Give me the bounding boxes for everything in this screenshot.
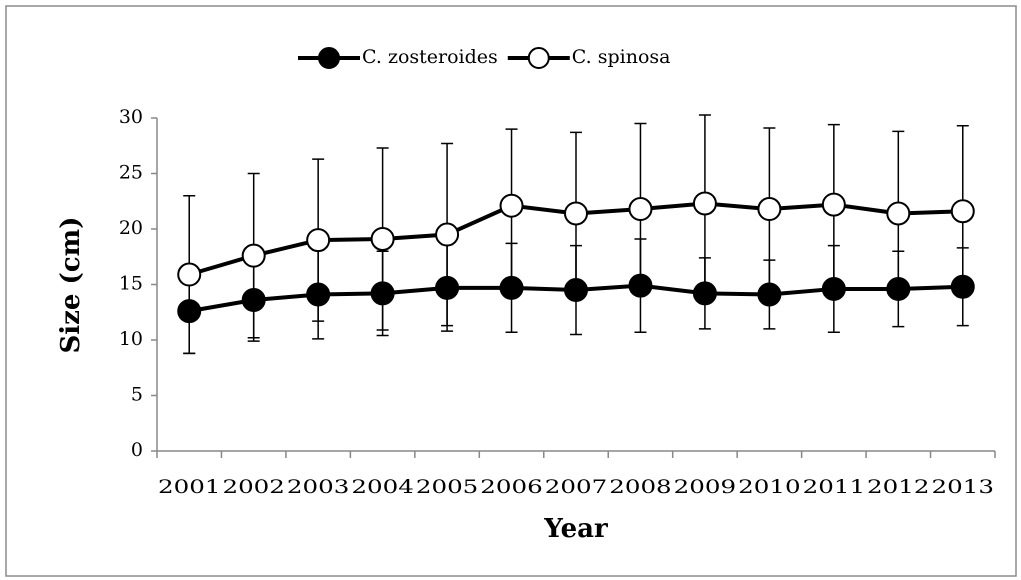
marker bbox=[306, 282, 331, 307]
x-tick-label: 2011 bbox=[803, 476, 865, 498]
x-tick-label: 2003 bbox=[287, 476, 349, 498]
x-tick-label: 2001 bbox=[158, 476, 220, 498]
x-tick-label: 2002 bbox=[222, 476, 284, 498]
x-tick-label: 2005 bbox=[416, 476, 478, 498]
x-tick-label: 2013 bbox=[932, 476, 994, 498]
x-tick-label: 2007 bbox=[545, 476, 607, 498]
marker bbox=[370, 226, 395, 251]
marker bbox=[499, 275, 524, 300]
y-tick-label: 0 bbox=[131, 439, 143, 461]
legend-label: C. spinosa bbox=[572, 46, 671, 68]
marker bbox=[692, 281, 717, 306]
marker bbox=[241, 243, 266, 268]
y-tick-label: 15 bbox=[119, 273, 143, 295]
marker bbox=[950, 274, 975, 299]
marker bbox=[177, 262, 202, 287]
legend-marker bbox=[527, 47, 550, 69]
marker bbox=[435, 222, 460, 247]
marker bbox=[757, 282, 782, 307]
marker bbox=[370, 281, 395, 306]
marker bbox=[306, 228, 331, 253]
marker bbox=[628, 273, 653, 298]
marker bbox=[564, 278, 588, 303]
x-tick-label: 2004 bbox=[351, 476, 413, 498]
legend-marker bbox=[318, 47, 340, 69]
x-tick-label: 2006 bbox=[480, 476, 542, 498]
marker bbox=[950, 199, 975, 224]
x-axis-label: Year bbox=[543, 514, 608, 544]
y-tick-label: 5 bbox=[131, 384, 143, 406]
marker bbox=[628, 197, 653, 222]
marker bbox=[241, 288, 266, 313]
x-tick-label: 2009 bbox=[674, 476, 736, 498]
marker bbox=[564, 201, 588, 226]
marker bbox=[886, 276, 911, 301]
marker bbox=[177, 299, 202, 324]
y-tick-label: 30 bbox=[119, 106, 143, 128]
x-tick-label: 2010 bbox=[738, 476, 800, 498]
y-tick-label: 25 bbox=[119, 162, 143, 184]
marker bbox=[886, 201, 911, 226]
y-axis-label: Size (cm) bbox=[56, 217, 86, 354]
marker bbox=[821, 192, 846, 217]
x-tick-label: 2012 bbox=[867, 476, 929, 498]
marker bbox=[499, 193, 524, 218]
y-tick-label: 20 bbox=[119, 217, 143, 239]
marker bbox=[757, 197, 782, 222]
marker bbox=[692, 191, 717, 216]
marker bbox=[435, 275, 460, 300]
y-tick-label: 10 bbox=[119, 328, 143, 350]
legend-label: C. zosteroides bbox=[362, 46, 498, 68]
x-tick-label: 2008 bbox=[609, 476, 671, 498]
marker bbox=[821, 276, 846, 301]
